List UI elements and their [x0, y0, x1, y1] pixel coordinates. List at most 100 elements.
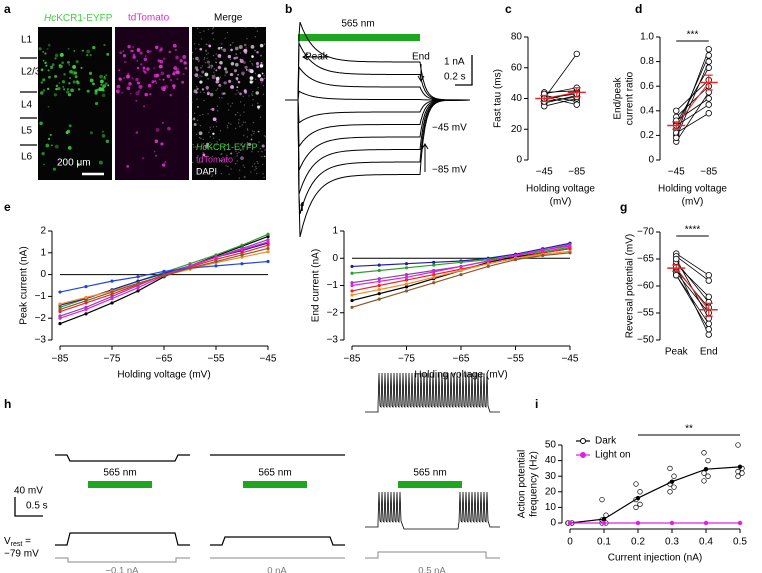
cell-dot — [243, 48, 248, 53]
dapi-dot — [247, 129, 249, 131]
dapi-dot — [209, 128, 212, 131]
dapi-dot — [246, 37, 248, 40]
cell-point — [671, 484, 677, 490]
dapi-dot — [263, 135, 266, 137]
cell-dot — [202, 153, 206, 157]
cell-dot — [215, 80, 219, 84]
cell-dot — [247, 142, 252, 147]
dapi-dot — [255, 167, 258, 170]
cell-dot — [66, 90, 70, 94]
light-bar — [298, 34, 420, 41]
cell-dot — [41, 151, 45, 156]
cell-dot — [89, 53, 92, 57]
cell-dot — [100, 79, 104, 84]
label: Vrest = — [4, 536, 31, 548]
cell-dot — [58, 82, 61, 84]
label: 565 nm — [341, 19, 374, 30]
y-tick-label: 30 — [545, 471, 557, 482]
cell-dot — [75, 60, 79, 64]
dapi-dot — [250, 171, 252, 173]
cell-dot — [101, 130, 104, 133]
data-point — [568, 251, 572, 255]
dapi-dot — [251, 94, 254, 97]
cell-dot — [162, 87, 166, 92]
dapi-dot — [249, 60, 252, 62]
y-tick-label: −60 — [637, 281, 654, 292]
dapi-dot — [211, 28, 214, 30]
layer-label: L1 — [21, 35, 33, 46]
cell-dot — [172, 70, 176, 74]
dapi-dot — [236, 78, 238, 81]
cell-dot — [255, 91, 259, 95]
dapi-dot — [252, 90, 254, 93]
y-tick-label: −65 — [637, 254, 654, 265]
data-point — [486, 259, 490, 263]
label: −85 mV — [432, 165, 467, 176]
data-point — [705, 331, 712, 338]
data-point — [737, 464, 743, 470]
arrow — [421, 143, 429, 172]
cell-dot — [43, 163, 45, 166]
cell-dot — [45, 64, 48, 67]
dapi-dot — [199, 114, 201, 117]
cell-dot — [135, 77, 139, 82]
dapi-dot — [204, 173, 206, 175]
mean-connector — [544, 91, 577, 99]
voltage-trace — [55, 532, 190, 546]
data-point — [240, 262, 244, 266]
micrograph — [38, 27, 112, 180]
dapi-dot — [213, 68, 216, 70]
dapi-dot — [242, 164, 245, 166]
dapi-dot — [197, 155, 199, 157]
data-point — [350, 283, 354, 288]
dapi-dot — [238, 177, 240, 179]
panel-letter: e — [4, 200, 11, 214]
cell-point — [735, 468, 741, 475]
dapi-dot — [226, 154, 228, 156]
dapi-dot — [192, 146, 195, 148]
data-point — [240, 253, 244, 257]
dapi-dot — [264, 136, 267, 138]
voltage-trace — [210, 536, 345, 546]
dapi-dot — [251, 104, 254, 106]
cell-dot — [76, 162, 80, 166]
y-axis-label: Peak current (nA) — [19, 246, 30, 324]
dapi-dot — [242, 95, 244, 97]
dapi-dot — [218, 54, 220, 56]
layer-label: L4 — [21, 100, 33, 111]
dapi-dot — [226, 126, 229, 129]
dapi-dot — [207, 173, 210, 175]
pair-line — [675, 92, 710, 142]
cell-dot — [123, 60, 127, 64]
cell-dot — [47, 69, 50, 72]
cell-dot — [181, 80, 185, 84]
dapi-dot — [228, 173, 230, 175]
cell-dot — [261, 144, 265, 148]
label: KCR1-EYFP — [207, 142, 258, 152]
cell-dot — [54, 57, 57, 60]
current-trace — [285, 90, 471, 101]
y-tick-label: −3 — [35, 335, 47, 346]
x-tick-label: −75 — [104, 354, 121, 365]
dapi-dot — [216, 141, 218, 143]
data-point — [703, 520, 709, 526]
dapi-dot — [197, 60, 200, 63]
dapi-dot — [235, 127, 237, 130]
data-point — [58, 322, 62, 326]
cell-dot — [220, 159, 223, 162]
cell-point — [701, 478, 707, 484]
x-tick-label: 0.4 — [699, 537, 713, 548]
label-italic: Hc — [196, 142, 207, 152]
x-tick-label: End — [700, 347, 718, 358]
cell-dot — [173, 66, 178, 71]
cell-dot — [206, 91, 210, 95]
dapi-dot — [207, 52, 209, 54]
label: HcKCR1-EYFP — [44, 13, 113, 24]
data-point — [673, 255, 680, 263]
cell-dot — [172, 87, 175, 90]
data-point — [266, 259, 270, 264]
data-point — [635, 520, 641, 526]
cell-dot — [115, 89, 120, 94]
dapi-dot — [251, 64, 254, 66]
current-step — [365, 551, 500, 559]
